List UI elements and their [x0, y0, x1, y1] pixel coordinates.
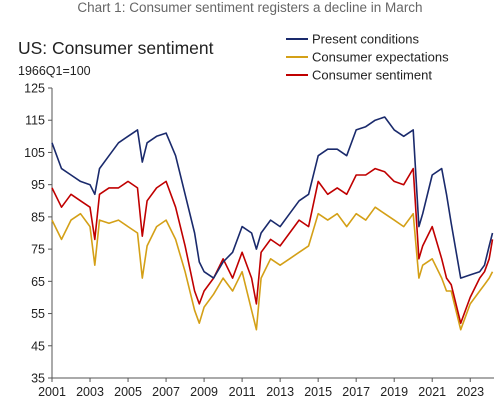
- series-line-consumer-expectations: [51, 206, 494, 331]
- x-tick-label: 2015: [304, 385, 332, 399]
- x-tick-label: 2021: [418, 385, 446, 399]
- y-tick-label: 125: [24, 82, 45, 96]
- x-tick-label: 2009: [190, 385, 218, 399]
- x-tick-label: 2023: [456, 385, 484, 399]
- chart-title: US: Consumer sentiment: [18, 38, 214, 58]
- series-line-consumer-sentiment: [51, 167, 494, 325]
- x-tick-label: 2019: [380, 385, 408, 399]
- y-tick-label: 75: [31, 243, 45, 257]
- y-tick-label: 35: [31, 372, 45, 386]
- y-tick-label: 105: [24, 146, 45, 160]
- x-tick-label: 2005: [114, 385, 142, 399]
- chart-caption: Chart 1: Consumer sentiment registers a …: [77, 0, 423, 15]
- x-tick-label: 2013: [266, 385, 294, 399]
- y-tick-label: 45: [31, 339, 45, 353]
- y-tick-label: 65: [31, 275, 45, 289]
- x-tick-label: 2017: [342, 385, 370, 399]
- x-tick-label: 2011: [229, 385, 256, 399]
- y-tick-label: 85: [31, 210, 45, 224]
- y-tick-label: 55: [31, 307, 45, 321]
- legend-label: Present conditions: [312, 32, 419, 47]
- x-tick-label: 2003: [76, 385, 104, 399]
- legend-label: Consumer sentiment: [312, 68, 432, 83]
- chart-units: 1966Q1=100: [18, 64, 91, 78]
- x-tick-label: 2001: [38, 385, 66, 399]
- legend-label: Consumer expectations: [312, 50, 449, 65]
- x-tick-label: 2007: [152, 385, 180, 399]
- y-tick-label: 115: [25, 114, 45, 128]
- y-tick-label: 95: [31, 178, 45, 192]
- series-line-present-conditions: [51, 116, 494, 279]
